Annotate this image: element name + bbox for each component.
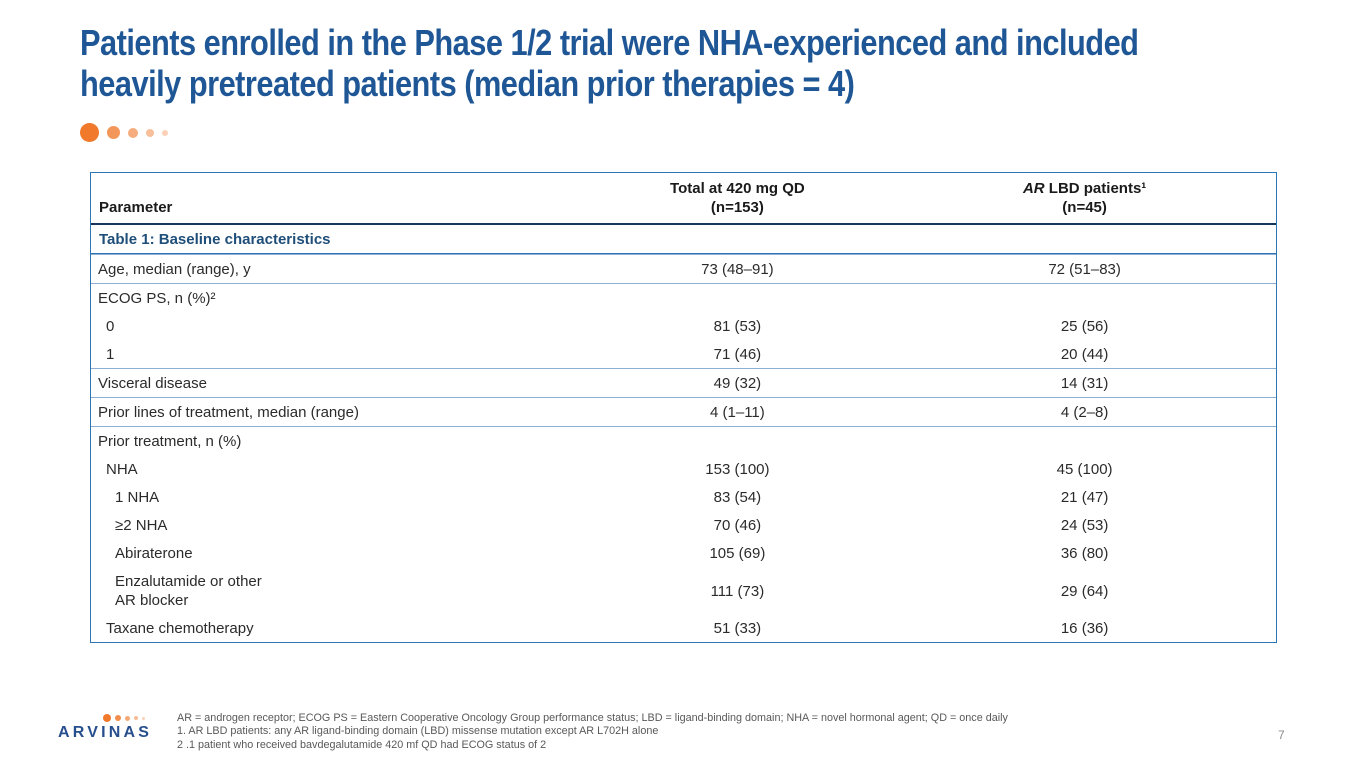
dot-icon [162,129,168,136]
table-row: ≥2 NHA 70 (46) 24 (53) [115,517,1109,534]
dot-icon [125,715,130,721]
table-row: Visceral disease 49 (32) 14 (31) [91,368,1276,397]
dot-icon [142,716,145,720]
table-row: Prior lines of treatment, median (range)… [91,397,1276,426]
table-row: 0 81 (53) 25 (56) [106,318,1109,335]
table-row: Age, median (range), y 73 (48–91) 72 (51… [91,254,1276,283]
dot-icon [80,123,99,142]
table-row: Enzalutamide or other AR blocker 111 (73… [115,573,1109,609]
column-header-arlbd: AR LBD patients¹ (n=45) [893,173,1276,225]
footnote-1: 1. AR LBD patients: any AR ligand-bindin… [177,725,659,738]
dot-icon [146,128,154,137]
table-row: Prior treatment, n (%) [91,426,1276,455]
slide-title: Patients enrolled in the Phase 1/2 trial… [80,22,1139,104]
dot-icon [128,127,138,138]
table-title: Table 1: Baseline characteristics [91,225,1276,254]
dot-icon [107,126,120,139]
table-row: 1 NHA 83 (54) 21 (47) [115,489,1109,506]
arvinas-logo: ARVINAS [58,714,158,742]
column-header-total: Total at 420 mg QD (n=153) [581,173,894,225]
table-row: 1 71 (46) 20 (44) [106,346,1109,363]
table-row: ECOG PS, n (%)² [91,283,1276,312]
logo-text: ARVINAS [58,724,153,741]
dot-icon [103,714,111,722]
table-row: Taxane chemotherapy 51 (33) 16 (36) [106,620,1109,637]
page-number: 7 [1278,728,1285,742]
baseline-characteristics-table: Table 1: Baseline characteristics Parame… [90,172,1277,643]
column-header-parameter: Parameter [91,173,582,225]
footnotes: AR = androgen receptor; ECOG PS = Easter… [177,712,1177,752]
abbreviations-line: AR = androgen receptor; ECOG PS = Easter… [177,712,1008,724]
dot-icon [134,716,138,720]
dot-icon [115,715,121,721]
table-title-row: Table 1: Baseline characteristics [91,225,1276,254]
table-row: NHA 153 (100) 45 (100) [106,461,1113,478]
table-row: Abiraterone 105 (69) 36 (80) [115,545,1109,562]
table-header-row: Parameter Total at 420 mg QD (n=153) AR … [91,173,1276,225]
footnote-2: 2 .1 patient who received bavdegalutamid… [177,738,547,751]
accent-dots [80,123,168,142]
logo-dots-icon [103,714,158,722]
